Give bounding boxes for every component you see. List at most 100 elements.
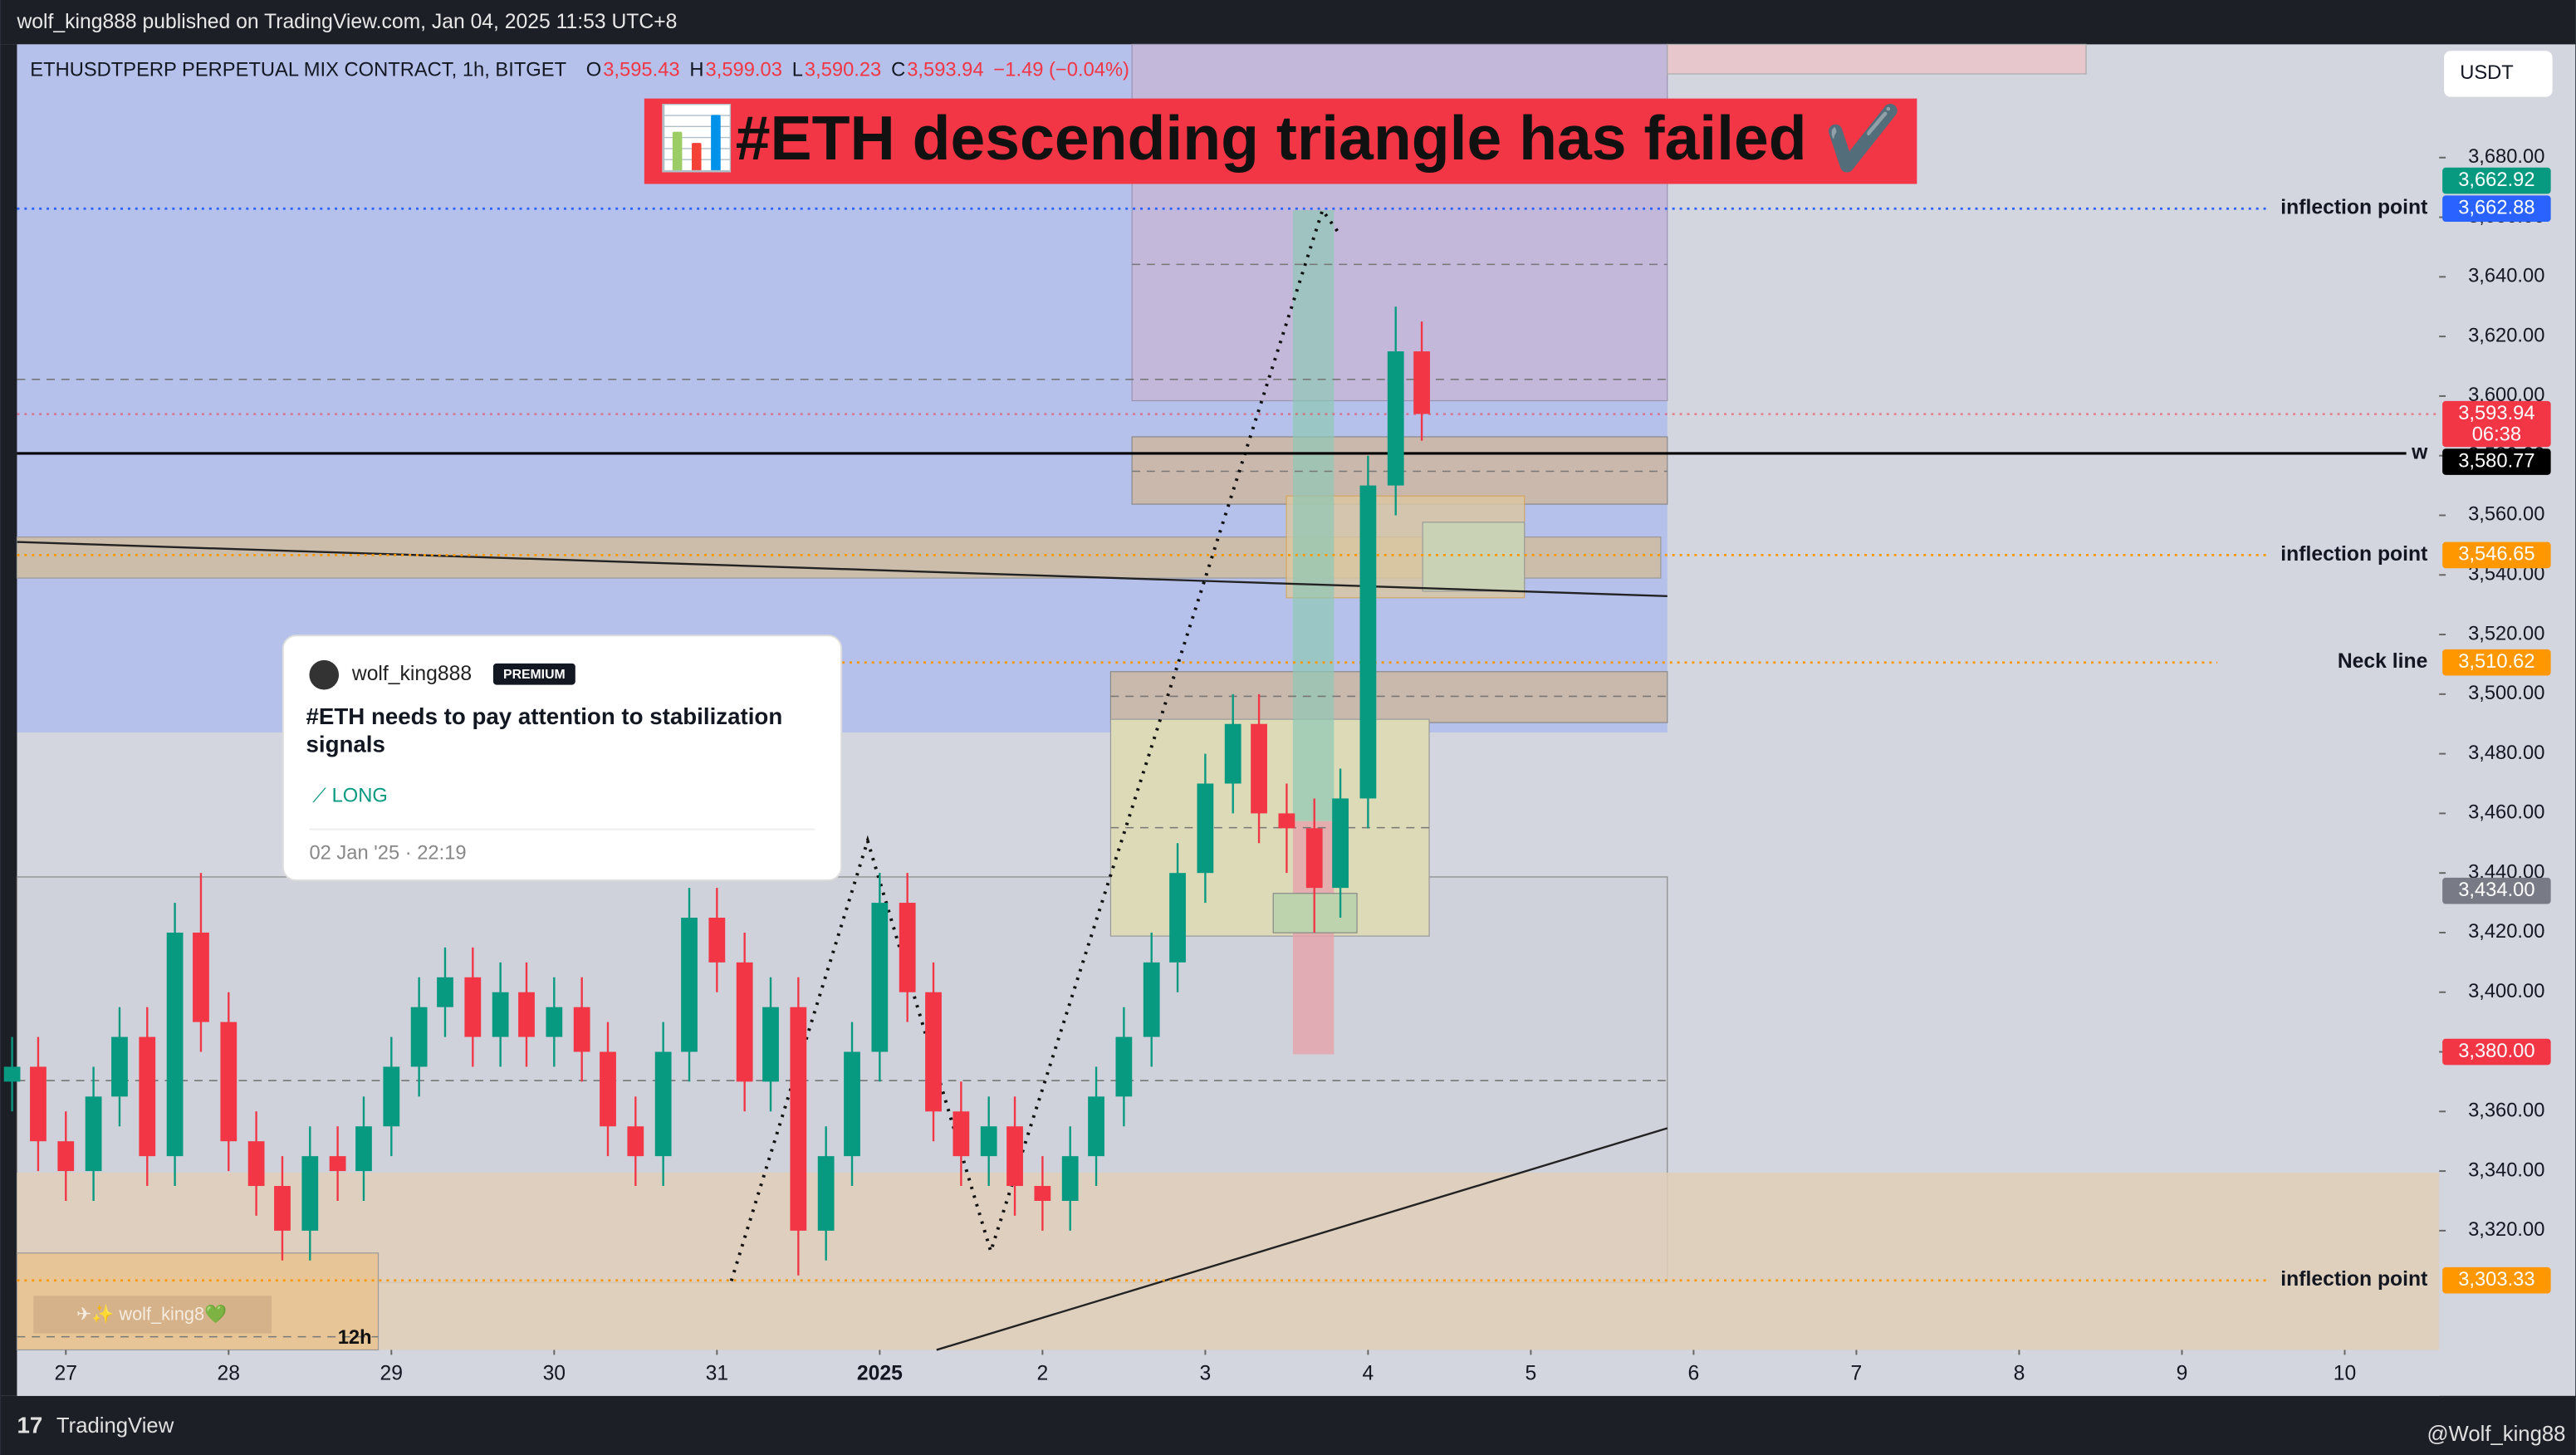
candle-body [1251, 723, 1267, 814]
price-badge [2442, 448, 2551, 475]
candle-body [383, 1066, 400, 1127]
y-tick-label: 3,520.00 [2468, 623, 2544, 644]
trend-line [17, 541, 1668, 597]
currency: USDT [2460, 62, 2514, 84]
y-tick-label: 3,420.00 [2468, 921, 2544, 943]
price-line-name: inflection point [2280, 543, 2427, 566]
idea-card[interactable] [282, 634, 843, 881]
candle-body [492, 992, 509, 1037]
candle-body [627, 1126, 644, 1157]
candle-body [1332, 798, 1349, 889]
candle-body [790, 1007, 807, 1231]
y-tick-label: 3,560.00 [2468, 504, 2544, 526]
price-line-name: Neck line [2338, 650, 2427, 673]
candle-body [1278, 813, 1295, 829]
candle-body [844, 1051, 860, 1157]
ohlc-key: L [792, 59, 803, 81]
price-badge [2442, 877, 2551, 904]
price-badge [2442, 1038, 2551, 1066]
ohlc-value: 3,593.94 [907, 59, 983, 81]
card-date: 02 Jan '25 · 22:19 [309, 843, 466, 865]
candle-body [139, 1036, 156, 1157]
y-tick-label: 3,640.00 [2468, 266, 2544, 287]
candle-body [1387, 351, 1404, 486]
candle-body [817, 1156, 835, 1231]
x-tick-label: 7 [1851, 1363, 1863, 1385]
candle-body [681, 918, 698, 1052]
zone [1109, 671, 1668, 723]
premium-text: PREMIUM [503, 668, 566, 682]
footer-handle: @Wolf_king88 [2427, 1423, 2565, 1446]
currency-button[interactable] [2444, 51, 2553, 97]
y-tick-label: 3,480.00 [2468, 742, 2544, 764]
banner [644, 98, 1917, 184]
card-title-box: #ETH needs to pay attention to stabiliza… [306, 703, 782, 757]
y-tick-label: 3,340.00 [2468, 1159, 2544, 1181]
candle-body [762, 1007, 779, 1082]
price-badge [2442, 1266, 2551, 1294]
x-tick-label: 10 [2334, 1363, 2356, 1385]
candle-body [247, 1141, 265, 1187]
card-author: wolf_king888 [351, 663, 472, 685]
ohlc-key: O [586, 59, 601, 81]
candle-body [546, 1007, 563, 1037]
y-tick-label: 3,620.00 [2468, 325, 2544, 346]
x-tick-label: 31 [706, 1363, 728, 1385]
price-line-name: w [2411, 441, 2428, 463]
candle-body [1061, 1156, 1079, 1201]
candle-body [410, 1007, 428, 1067]
candle-body [1034, 1186, 1051, 1201]
trend-line [936, 1127, 1668, 1351]
watermark-box [33, 1296, 272, 1334]
price-badge-label: 3,662.92 [2458, 169, 2534, 191]
countdown: 06:38 [2472, 424, 2521, 446]
price-badge-label: 3,434.00 [2458, 879, 2534, 901]
top-bar [0, 0, 2576, 45]
candle-body [464, 977, 482, 1037]
candle-body [166, 932, 184, 1157]
price-badge-label: 3,380.00 [2458, 1041, 2534, 1062]
candle-body [899, 903, 916, 992]
price-badge [2442, 167, 2551, 194]
candle-body [953, 1111, 970, 1157]
footer-brand: TradingView [56, 1414, 174, 1438]
x-tick-label: 2 [1036, 1363, 1048, 1385]
candle-body [355, 1126, 372, 1172]
ohlc-key: H [689, 59, 703, 81]
candle-body [1224, 723, 1241, 784]
x-tick-label: 27 [55, 1363, 77, 1385]
candle-body [1006, 1126, 1023, 1187]
candle-body [573, 1007, 590, 1052]
x-tick-label: 28 [218, 1363, 240, 1385]
candle-body [1197, 783, 1214, 874]
price-badge-label: 3,593.94 [2458, 403, 2534, 424]
candle-body [708, 918, 726, 963]
candle-body [1359, 485, 1377, 799]
candle-body [1413, 351, 1430, 414]
avatar [309, 659, 340, 690]
premium-badge [492, 663, 575, 685]
x-tick-label: 4 [1363, 1363, 1374, 1385]
candle-body [57, 1141, 75, 1172]
candle-body [1305, 828, 1323, 889]
ohlc-value: 3,599.03 [706, 59, 782, 81]
x-tick-label: 29 [380, 1363, 403, 1385]
x-tick-label: 2025 [857, 1363, 903, 1385]
x-axis [17, 1350, 2440, 1396]
price-badge-label: 3,303.33 [2458, 1269, 2534, 1291]
x-tick-label: 5 [1526, 1363, 1537, 1385]
candle-body [301, 1156, 319, 1231]
x-tick-label: 30 [543, 1363, 566, 1385]
card-direction: ⟋ LONG [312, 785, 387, 806]
price-badge [2442, 195, 2551, 223]
price-line-name: inflection point [2280, 197, 2427, 219]
y-tick-label: 3,500.00 [2468, 683, 2544, 704]
y-tick-label: 3,320.00 [2468, 1219, 2544, 1241]
y-tick-label: 3,460.00 [2468, 802, 2544, 824]
price-badge [2442, 541, 2551, 569]
candle-body [518, 992, 535, 1037]
published: wolf_king888 published on TradingView.co… [16, 11, 677, 33]
x-tick-label: 6 [1688, 1363, 1700, 1385]
candle-body [111, 1036, 128, 1097]
